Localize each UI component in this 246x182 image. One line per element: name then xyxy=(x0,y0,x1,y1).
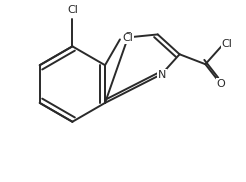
Text: O: O xyxy=(217,79,226,89)
Text: Cl: Cl xyxy=(123,33,133,43)
Text: Cl: Cl xyxy=(67,5,78,15)
Text: Cl: Cl xyxy=(222,39,233,49)
Text: S: S xyxy=(124,32,132,42)
Text: N: N xyxy=(157,70,166,80)
